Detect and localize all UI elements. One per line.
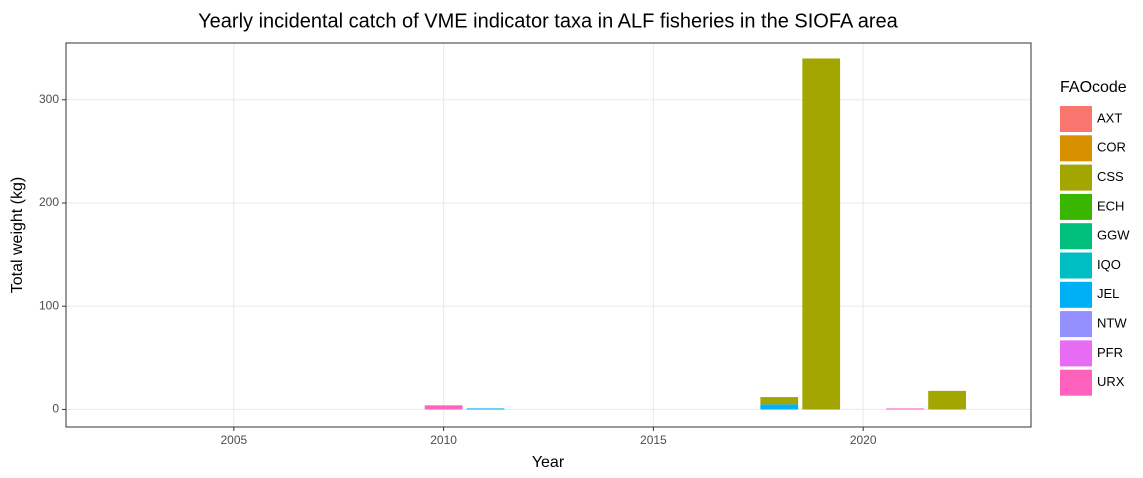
legend-key xyxy=(1060,135,1092,162)
legend-label: GGW xyxy=(1097,228,1130,243)
legend-label: NTW xyxy=(1097,316,1127,331)
bar xyxy=(802,58,841,410)
panel-border xyxy=(65,42,1032,428)
x-tick-label: 2015 xyxy=(640,433,667,447)
legend-label: AXT xyxy=(1097,110,1122,125)
legend-label: URX xyxy=(1097,374,1125,389)
legend-label: JEL xyxy=(1097,286,1119,301)
y-tick-label: 200 xyxy=(39,195,59,209)
panel xyxy=(66,43,1031,427)
legend-label: PFR xyxy=(1097,345,1123,360)
legend-key xyxy=(1060,369,1092,396)
legend-key xyxy=(1060,193,1092,220)
legend-key xyxy=(1060,311,1092,338)
y-tick-label: 300 xyxy=(39,92,59,106)
legend-label: ECH xyxy=(1097,198,1124,213)
legend-label: CSS xyxy=(1097,169,1124,184)
legend-key xyxy=(1060,164,1092,191)
x-tick-label: 2020 xyxy=(850,433,877,447)
bar xyxy=(928,390,966,410)
chart-title: Yearly incidental catch of VME indicator… xyxy=(198,10,899,32)
bar xyxy=(886,408,925,410)
legend-key xyxy=(1060,340,1092,367)
bar xyxy=(466,408,505,410)
legend-key xyxy=(1060,252,1092,279)
legend-title: FAOcode xyxy=(1060,79,1127,96)
y-tick-label: 0 xyxy=(52,402,59,416)
x-axis-label: Year xyxy=(532,454,565,471)
x-tick-label: 2010 xyxy=(430,433,457,447)
x-tick-label: 2005 xyxy=(220,433,247,447)
legend-label: IQO xyxy=(1097,257,1121,272)
bar xyxy=(424,405,463,410)
legend-key xyxy=(1060,106,1092,132)
y-tick-label: 100 xyxy=(39,298,59,312)
bar xyxy=(760,404,799,410)
bar xyxy=(760,397,799,405)
y-axis-label: Total weight (kg) xyxy=(9,177,26,294)
legend-key xyxy=(1060,223,1092,250)
legend-key xyxy=(1060,281,1092,308)
legend-label: COR xyxy=(1097,140,1126,155)
